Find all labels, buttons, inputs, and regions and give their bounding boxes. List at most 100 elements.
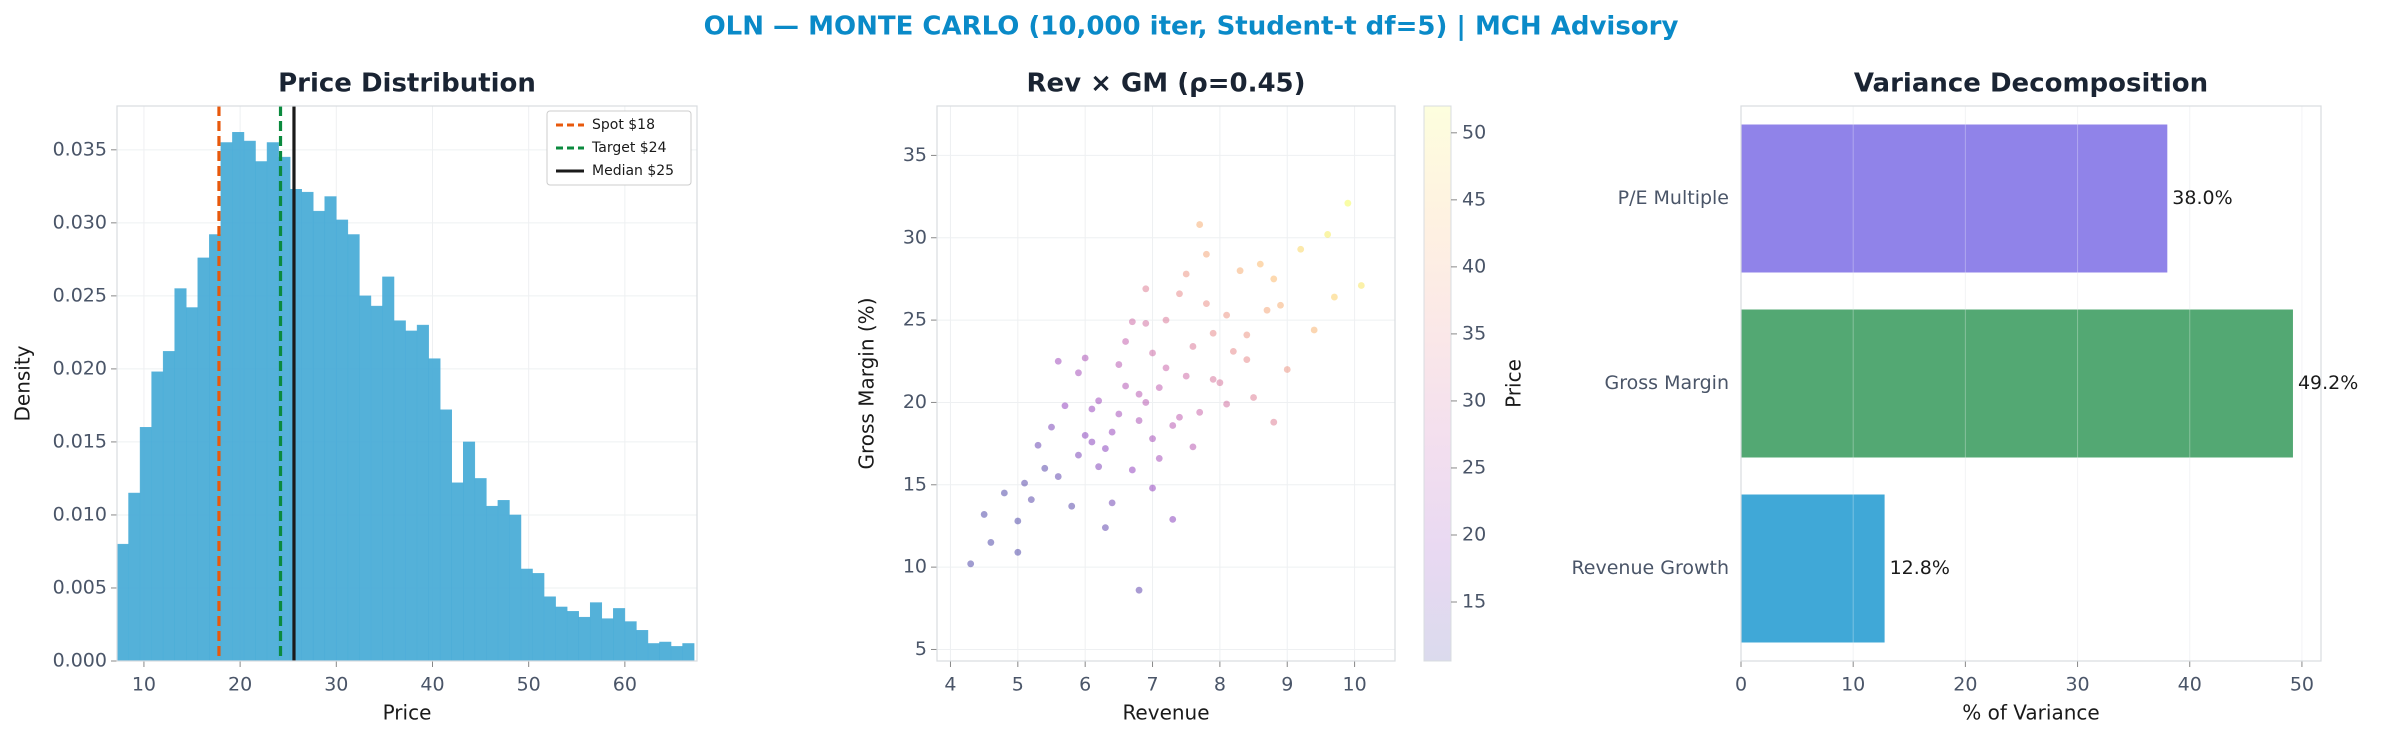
scatter-point <box>1101 445 1109 452</box>
x-tick-label: 10 <box>1841 674 1865 696</box>
x-tick-label: 0 <box>1735 674 1747 696</box>
scatter-point <box>1209 329 1217 337</box>
scatter-point <box>1122 338 1129 345</box>
scatter-point <box>1162 316 1170 324</box>
y-tick-label: 0.015 <box>53 430 107 452</box>
scatter-point <box>1270 275 1278 283</box>
x-tick-label: 7 <box>1146 674 1158 696</box>
scatter-point <box>1263 306 1271 314</box>
y-tick-label: 30 <box>903 226 927 248</box>
scatter-point <box>1243 331 1251 339</box>
panel-title: Price Distribution <box>278 69 536 99</box>
histogram-bar <box>139 427 152 662</box>
scatter-point <box>1088 438 1096 446</box>
histogram-bar <box>243 140 256 662</box>
y-tick-label: 0.010 <box>53 503 107 525</box>
scatter-point <box>1068 502 1076 510</box>
scatter-point <box>1054 473 1062 480</box>
scatter-point <box>1256 260 1264 268</box>
histogram-bar <box>601 618 614 662</box>
scatter-point <box>980 511 988 518</box>
y-tick-label: 25 <box>903 309 927 331</box>
x-tick-label: 9 <box>1281 674 1293 696</box>
scatter-point <box>1122 382 1129 390</box>
scatter-point <box>1270 418 1278 426</box>
histogram-bar <box>266 142 279 662</box>
colorbar-frame <box>1423 105 1452 662</box>
colorbar <box>1424 106 1451 661</box>
scatter-point <box>1203 250 1210 258</box>
scatter-point <box>1310 326 1318 334</box>
x-tick-label: 6 <box>1079 674 1091 696</box>
y-tick-label: 5 <box>915 638 927 660</box>
legend-label: Spot $18 <box>592 117 655 133</box>
histogram-bar <box>393 320 406 662</box>
scatter-point <box>1297 245 1305 253</box>
legend-label: Target $24 <box>591 140 667 156</box>
histogram-bar <box>209 234 222 662</box>
x-tick-label: 10 <box>1342 674 1366 696</box>
histogram-bar <box>255 161 268 662</box>
histogram-bar <box>474 478 487 662</box>
scatter-point <box>1189 343 1197 350</box>
legend-box <box>546 110 692 186</box>
y-tick-label: 0.000 <box>53 650 107 672</box>
histogram-bar <box>359 295 372 662</box>
category-label: P/E Multiple <box>1618 187 1729 209</box>
scatter-point <box>1330 293 1338 301</box>
y-tick-label: 15 <box>903 473 927 495</box>
bar <box>1741 124 2168 273</box>
x-tick-label: 60 <box>613 674 637 696</box>
axes-frame <box>1740 105 2322 662</box>
scatter-point <box>1344 199 1352 207</box>
scatter-point <box>1135 390 1143 398</box>
colorbar-tick-label: 20 <box>1462 523 1486 545</box>
scatter-point <box>1101 524 1109 532</box>
histogram-bar <box>682 643 695 662</box>
histogram-bar <box>520 568 533 662</box>
scatter-point <box>1048 423 1055 431</box>
histogram-bar <box>324 196 337 662</box>
scatter-point <box>1149 349 1156 357</box>
histogram-bar <box>613 608 626 662</box>
scatter-point <box>1176 413 1183 421</box>
histogram-bar <box>589 602 603 662</box>
scatter-point <box>1054 357 1062 365</box>
scatter-point <box>1357 282 1365 289</box>
histogram-bar <box>336 219 349 662</box>
scatter-point <box>1135 417 1143 424</box>
scatter-point <box>1155 384 1163 392</box>
scatter-point <box>1229 347 1237 355</box>
scatter-point <box>1034 441 1042 449</box>
x-tick-label: 4 <box>944 674 956 696</box>
scatter-point <box>1075 451 1082 459</box>
x-tick-label: 20 <box>1953 674 1977 696</box>
scatter-point <box>1169 515 1177 523</box>
histogram-bar <box>497 500 510 662</box>
scatter-point <box>1250 394 1257 401</box>
scatter-point <box>1243 356 1251 364</box>
histogram-bar <box>624 621 637 662</box>
x-tick-label: 40 <box>420 674 444 696</box>
histogram-bar <box>370 305 383 662</box>
y-axis-label: Gross Margin (%) <box>855 298 879 470</box>
bar <box>1741 309 2293 458</box>
scatter-point <box>1014 517 1022 525</box>
scatter-point <box>1027 496 1035 504</box>
y-tick-label: 20 <box>903 391 927 413</box>
scatter-point <box>1223 311 1231 319</box>
scatter-point <box>1135 586 1143 594</box>
scatter-point <box>1061 402 1069 410</box>
histogram-bar <box>162 351 175 662</box>
scatter-point <box>1277 301 1284 309</box>
x-tick-label: 20 <box>228 674 252 696</box>
colorbar-tick-label: 30 <box>1462 389 1486 411</box>
scatter-point <box>1095 397 1103 405</box>
scatter-point <box>1162 364 1170 372</box>
scatter-point <box>1115 410 1123 418</box>
x-axis-label: Price <box>383 701 432 725</box>
value-label: 12.8% <box>1890 557 1950 579</box>
histogram-bar <box>232 132 245 662</box>
histogram-bar <box>151 371 164 662</box>
scatter-point <box>1081 354 1089 362</box>
